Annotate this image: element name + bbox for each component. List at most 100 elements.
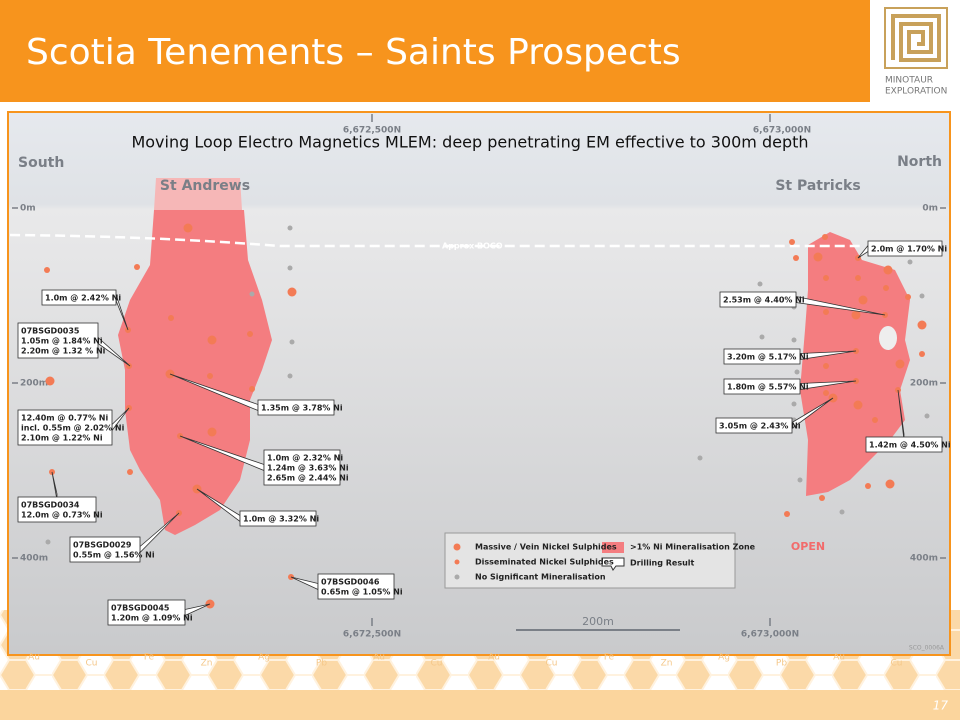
drill-dot [249,291,255,297]
callout-text: 2.20m @ 1.32 % Ni [21,347,106,356]
drill-dot [919,293,925,299]
legend: Massive / Vein Nickel Sulphides Dissemin… [444,532,756,589]
legend-text: No Significant Mineralisation [475,573,606,582]
callout-box [723,378,801,395]
drill-dot [813,252,823,262]
drill-dot [207,373,213,379]
callout-text: 1.20m @ 1.09% Ni [111,614,193,623]
element-label: Zn [201,659,213,669]
callout: 1.0m @ 2.42% Ni [41,289,129,331]
drill-dot [287,287,297,297]
legend-text: Massive / Vein Nickel Sulphides [475,543,617,552]
element-label: Ag [258,653,270,663]
drill-dot [789,239,795,245]
axis-ticks [12,114,946,631]
drill-dot [797,477,803,483]
drill-dot [289,339,295,345]
drill-dot [287,225,293,231]
st-patricks-zone [800,232,910,496]
callout-text: 12.40m @ 0.77% Ni [21,414,108,423]
drill-dot [45,376,55,386]
drill-dot [287,373,293,379]
drill-dot [287,265,293,271]
callout-text: 0.65m @ 1.05% Ni [321,588,403,597]
drill-dot [823,309,829,315]
callout-text: 07BSGD0035 [21,327,80,336]
callout-box [107,599,186,626]
prospect-label: St Patricks [775,178,860,194]
drill-dot [885,479,895,489]
drill-dot [249,386,255,392]
drill-dot [919,351,925,357]
callout-text: 2.53m @ 4.40% Ni [723,296,805,305]
callout-text: 1.0m @ 2.32% Ni [267,454,343,463]
callout-text: 1.0m @ 2.42% Ni [45,294,121,303]
callout-text: 0.55m @ 1.56% Ni [73,551,155,560]
element-label: Au [28,653,40,663]
title: Scotia Tenements – Saints Prospects [26,32,681,73]
element-label: Au [488,653,500,663]
drill-dot [697,455,703,461]
northing: 6,673,000N [741,630,799,640]
element-label: Au [373,653,385,663]
callout-box [17,409,113,446]
drill-dot [791,401,797,407]
callout-box [239,510,317,527]
depth-label: 400m [910,554,938,564]
drill-dot [872,417,878,423]
element-label: Cu [891,659,903,669]
depth-label: 200m [910,379,938,389]
callout-text: incl. 0.55m @ 2.02% Ni [21,424,125,433]
callout-text: 3.20m @ 5.17% Ni [727,353,809,362]
drill-dot [784,511,790,517]
north-label: North [897,154,942,170]
drill-dot [819,495,825,501]
callout-box [865,436,943,453]
drill-dot [883,265,893,275]
callout: 1.35m @ 3.78% Ni [169,373,343,416]
drill-dot [759,334,765,340]
drill-dot [895,359,905,369]
drill-dot [757,281,763,287]
logo-text: EXPLORATION [885,87,947,97]
callout-text: 3.05m @ 2.43% Ni [719,422,801,431]
subtitle: Moving Loop Electro Magnetics MLEM: deep… [131,133,808,152]
depth-label: 0m [922,204,938,214]
callout-text: 2.10m @ 1.22% Ni [21,434,103,443]
drill-dot [45,539,51,545]
drill-dot [839,509,845,515]
logo-text: MINOTAUR [885,76,933,86]
callout-text: 07BSGD0029 [73,541,132,550]
drill-dot [794,369,800,375]
callout: 3.05m @ 2.43% Ni [715,397,834,434]
element-label: Fe [604,653,615,663]
drill-dot [858,295,868,305]
callout-box [715,417,793,434]
element-label: Cu [546,659,558,669]
callout-box [719,291,797,308]
drill-dot [207,335,217,345]
header-bar [0,0,870,102]
drill-dot [823,390,829,396]
callout-text: 2.0m @ 1.70% Ni [871,245,947,254]
callout-text: 07BSGD0045 [111,604,170,613]
callout-text: 1.0m @ 3.32% Ni [243,515,319,524]
callout-text: 12.0m @ 0.73% Ni [21,511,103,520]
drill-dot [822,234,828,240]
depth-label: 200m [20,379,48,389]
drill-dot [247,331,253,337]
callout-text: 1.80m @ 5.57% Ni [727,383,809,392]
callout: 3.20m @ 5.17% Ni [723,348,857,365]
element-label: Pb [316,659,327,669]
prospect-label: St Andrews [160,178,250,194]
south-label: South [18,155,64,171]
zone-hole [879,326,897,350]
callout: 1.0m @ 3.32% Ni [196,488,319,527]
drill-dot [917,320,927,330]
drill-dot [855,275,861,281]
drill-dot [907,259,913,265]
callout-box [17,322,99,359]
